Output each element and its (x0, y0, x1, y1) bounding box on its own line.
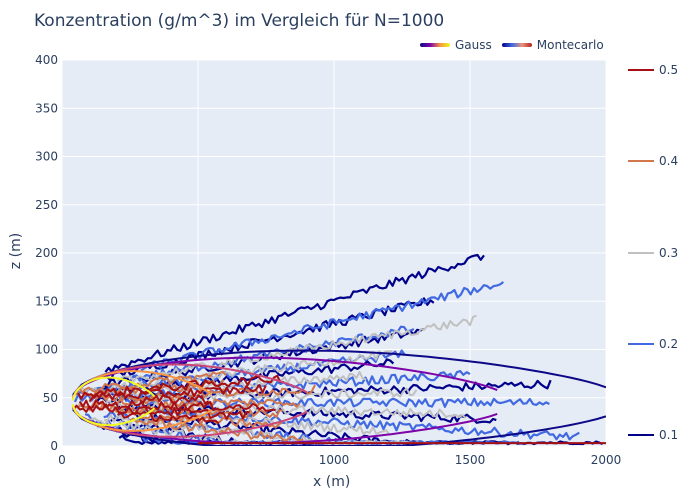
grid-layer (61, 59, 607, 447)
contour-layer (71, 253, 606, 446)
legend-swatch-gauss (420, 43, 450, 47)
gauss-contour-level-5 (71, 376, 156, 427)
y-tick-label: 350 (35, 101, 58, 115)
y-tick-label: 200 (35, 246, 58, 260)
x-tick-label: 500 (187, 453, 210, 467)
colorbar-label: 0.5 (659, 63, 679, 77)
colorbar-label: 0.1 (659, 428, 679, 442)
gauss-contour-level-4 (71, 370, 213, 432)
colorbar-swatch (628, 343, 654, 345)
colorbar-swatch (628, 252, 654, 254)
colorbar-label: 0.3 (659, 246, 679, 260)
colorbar-entry: 0.3 (628, 246, 678, 260)
montecarlo-contour-line (88, 384, 267, 402)
y-tick-label: 400 (35, 53, 58, 67)
y-tick-label: 100 (35, 343, 58, 357)
legend-label-montecarlo: Montecarlo (536, 38, 604, 52)
legend-item-montecarlo[interactable]: Montecarlo (501, 38, 604, 52)
y-tick-label: 300 (35, 150, 58, 164)
montecarlo-contour-line (78, 399, 276, 412)
montecarlo-contour-line (72, 403, 250, 420)
colorbar-entry: 0.5 (628, 63, 678, 77)
gauss-contour-lower (71, 404, 156, 427)
montecarlo-contour-line (116, 314, 477, 383)
x-axis-label: x (m) (313, 474, 351, 490)
legend-label-gauss: Gauss (455, 38, 492, 52)
x-tick-label: 2000 (591, 453, 622, 467)
gauss-contour-level-1 (72, 349, 606, 446)
gauss-contour-upper (71, 376, 156, 401)
montecarlo-contour-line (139, 394, 209, 405)
montecarlo-contour-line (104, 253, 485, 373)
x-tick-label: 0 (58, 453, 66, 467)
montecarlo-contour-line (73, 370, 471, 403)
montecarlo-contour-line (74, 370, 227, 396)
gauss-contour-upper (71, 370, 213, 400)
montecarlo-contour-line (121, 409, 283, 429)
legend-item-gauss[interactable]: Gauss (420, 38, 492, 52)
montecarlo-contour-line (138, 387, 418, 405)
colorbar-entry: 0.2 (628, 337, 678, 351)
gauss-contour-lower (71, 405, 213, 432)
colorbar-swatch (628, 69, 654, 71)
chart-title: Konzentration (g/m^3) im Vergleich für N… (34, 11, 445, 31)
gauss-contour-lower (72, 408, 606, 446)
y-tick-label: 50 (43, 391, 58, 405)
montecarlo-contour-line (93, 397, 301, 408)
montecarlo-contour-line (77, 374, 284, 400)
montecarlo-contour-line (129, 417, 304, 442)
colorbar-entry: 0.1 (628, 428, 678, 442)
gauss-contour-upper (72, 349, 606, 396)
legend-swatch-montecarlo (501, 43, 532, 47)
colorbar-swatch (628, 160, 654, 162)
colorbar-entry: 0.4 (628, 154, 678, 168)
legend: Gauss Montecarlo (420, 38, 614, 52)
tick-layer: 0 500 1000 1500 2000 0 50 100 150 200 250 300 350 400 (35, 53, 621, 467)
colorbar-label: 0.2 (659, 337, 679, 351)
colorbar-label: 0.4 (659, 154, 679, 168)
colorbar-swatch (628, 434, 654, 436)
y-tick-label: 150 (35, 294, 58, 308)
colorbar: 0.5 0.4 0.3 0.2 0.1 (628, 60, 688, 446)
x-tick-label: 1000 (319, 453, 350, 467)
y-tick-label: 0 (50, 439, 58, 453)
montecarlo-contour-level-5 (72, 374, 284, 425)
y-axis-label: z (m) (8, 232, 25, 270)
x-tick-label: 1500 (455, 453, 486, 467)
y-tick-label: 250 (35, 198, 58, 212)
